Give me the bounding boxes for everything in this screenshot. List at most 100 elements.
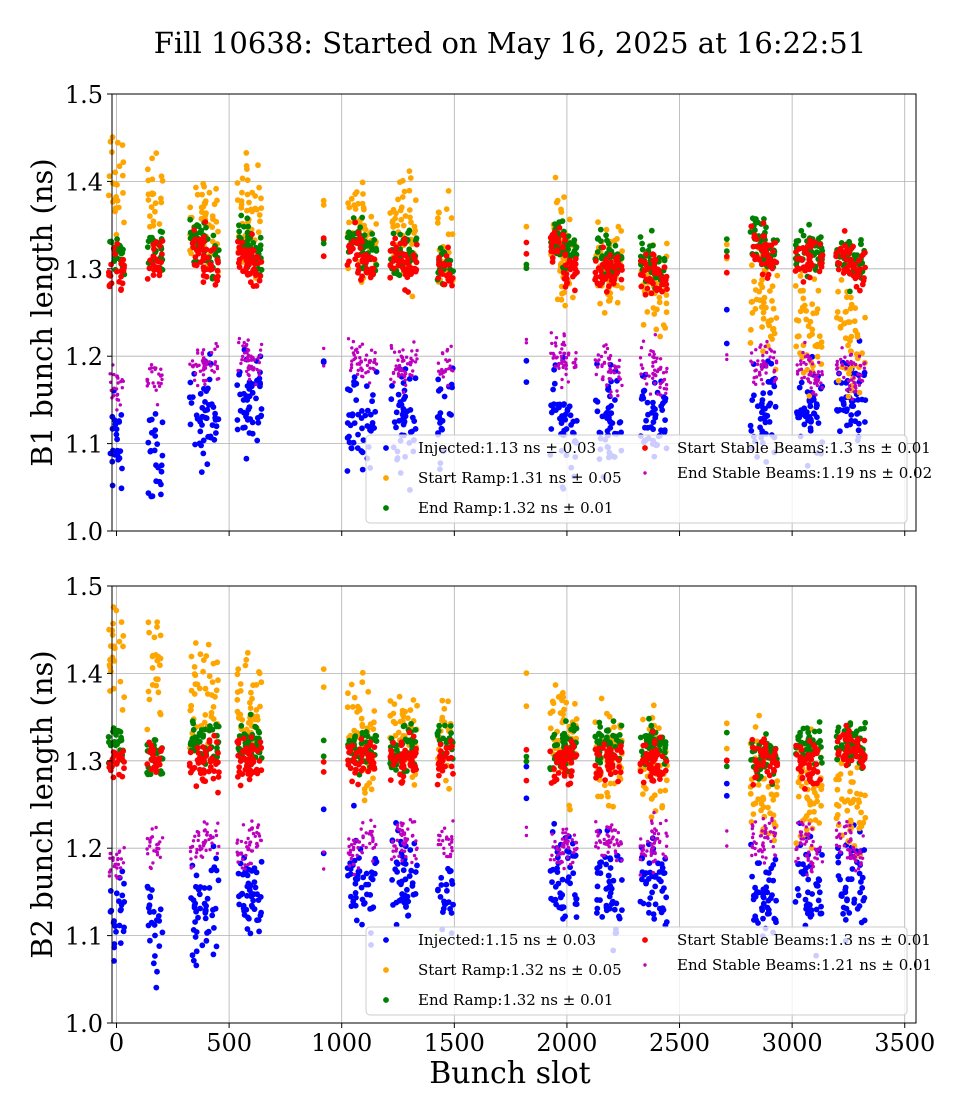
data-point	[815, 876, 822, 883]
data-point	[358, 236, 365, 243]
data-point	[723, 269, 730, 276]
data-point	[151, 246, 157, 253]
data-point	[645, 382, 649, 386]
data-point	[407, 750, 414, 757]
data-point	[435, 275, 442, 281]
data-point	[320, 666, 327, 672]
data-point	[356, 707, 363, 713]
data-point	[146, 739, 153, 746]
data-point	[351, 239, 358, 246]
data-point	[368, 213, 375, 220]
data-point	[594, 398, 601, 405]
data-point	[615, 757, 622, 764]
data-point	[853, 385, 857, 389]
data-point	[151, 447, 158, 454]
data-point	[202, 726, 209, 733]
data-point	[596, 719, 603, 726]
data-point	[760, 886, 767, 893]
data-point	[659, 753, 666, 760]
data-point	[563, 426, 570, 432]
data-point	[411, 369, 415, 373]
data-point	[603, 727, 610, 734]
data-point	[807, 373, 811, 377]
data-point	[145, 238, 152, 245]
data-point	[599, 354, 604, 359]
data-point	[800, 861, 806, 868]
data-point	[203, 415, 210, 422]
data-point	[523, 250, 530, 257]
data-point	[650, 419, 657, 425]
data-point	[354, 252, 360, 258]
data-point	[250, 897, 257, 904]
data-point	[449, 384, 455, 391]
data-point	[151, 922, 158, 928]
data-point	[841, 228, 848, 234]
data-point	[389, 377, 393, 381]
data-point	[253, 869, 260, 876]
data-point	[396, 372, 401, 376]
data-point	[861, 725, 867, 732]
data-point	[554, 238, 560, 245]
data-point	[347, 765, 354, 772]
data-point	[445, 899, 452, 905]
data-point	[399, 711, 406, 717]
data-point	[107, 888, 114, 894]
data-point	[115, 397, 119, 402]
data-point	[349, 778, 355, 785]
legend-entry: Start Ramp:1.31 ns ± 0.05	[418, 469, 622, 487]
data-point	[114, 139, 121, 146]
data-point	[200, 732, 207, 739]
data-point	[637, 898, 644, 905]
data-point	[244, 416, 251, 423]
data-point	[235, 752, 242, 759]
data-point	[600, 364, 604, 369]
data-point	[372, 408, 379, 415]
data-point	[800, 409, 807, 416]
data-point	[860, 378, 864, 383]
data-point	[250, 283, 257, 289]
data-point	[651, 792, 658, 799]
data-point	[650, 728, 656, 735]
data-point	[642, 733, 648, 740]
data-point	[815, 287, 822, 294]
data-point	[800, 295, 807, 302]
data-point	[119, 249, 126, 256]
data-point	[249, 695, 255, 702]
data-point	[436, 361, 441, 365]
data-point	[215, 247, 222, 254]
data-point	[189, 952, 196, 959]
y-tick-label: 1.2	[65, 343, 103, 371]
data-point	[437, 369, 441, 373]
data-point	[813, 906, 820, 913]
data-point	[638, 283, 645, 290]
data-point	[109, 199, 116, 205]
data-point	[158, 491, 164, 498]
data-point	[214, 267, 221, 274]
data-point	[794, 333, 801, 340]
data-point	[116, 381, 120, 385]
data-point	[814, 306, 821, 313]
data-point	[795, 363, 799, 367]
data-point	[322, 364, 326, 368]
data-point	[212, 905, 219, 912]
data-point	[345, 200, 351, 207]
data-point	[659, 393, 663, 397]
data-point	[207, 261, 214, 267]
data-point	[593, 358, 597, 362]
data-point	[651, 376, 655, 380]
data-point	[747, 340, 754, 346]
data-point	[397, 207, 404, 214]
data-point	[562, 411, 569, 418]
data-point	[612, 397, 618, 403]
data-point	[766, 419, 773, 425]
legend-entry: End Ramp:1.32 ns ± 0.01	[418, 499, 613, 517]
data-point	[400, 867, 407, 874]
data-point	[400, 373, 404, 377]
data-point	[209, 364, 213, 368]
data-point	[193, 872, 200, 879]
data-point	[763, 344, 767, 349]
data-point	[847, 819, 854, 826]
data-point	[107, 656, 113, 663]
data-point	[193, 412, 200, 419]
data-point	[608, 273, 614, 280]
